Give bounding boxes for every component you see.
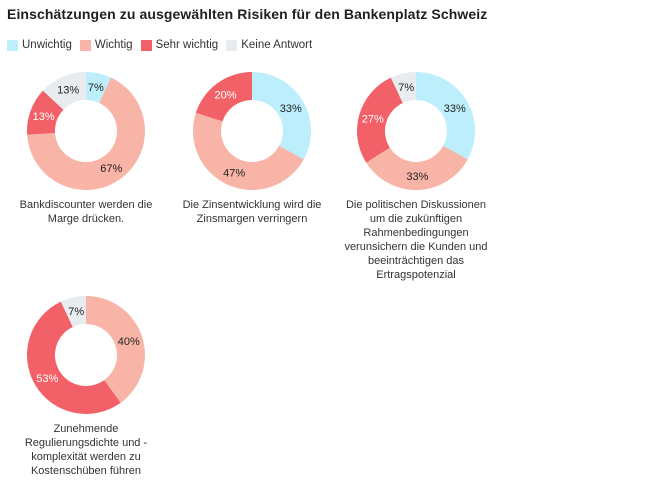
legend-swatch-keine-antwort [226,39,238,51]
legend-swatch-unwichtig [7,39,18,51]
slice-label-unwichtig: 33% [444,103,466,115]
slice-sehr-wichtig [195,72,252,122]
legend-item-keine-antwort: Keine Antwort [226,39,312,51]
chart-title: Einschätzungen zu ausgewählten Risiken f… [7,6,488,22]
slice-label-keine-antwort: 7% [68,306,84,318]
slice-label-wichtig: 33% [406,171,428,183]
slice-label-sehr-wichtig: 27% [362,113,384,125]
slice-label-sehr-wichtig: 13% [33,111,55,123]
slice-label-wichtig: 40% [118,336,140,348]
slice-sehr-wichtig [357,77,403,163]
slice-label-keine-antwort: 13% [57,85,79,97]
slice-unwichtig [252,72,311,160]
legend: Unwichtig Wichtig Sehr wichtig Keine Ant… [7,39,312,51]
slice-keine-antwort [60,296,86,327]
donut-chart-bankdiscounter: 7% 67% 13% 13% [27,72,145,190]
slice-label-unwichtig: 33% [280,103,302,115]
legend-item-wichtig: Wichtig [79,39,133,51]
legend-swatch-wichtig [79,39,91,51]
caption-bankdiscounter: Bankdiscounter werden die Marge drücken. [19,199,153,225]
legend-swatch-sehr-wichtig [140,39,152,51]
slice-unwichtig [86,72,112,103]
slice-label-sehr-wichtig: 20% [215,90,237,102]
legend-item-sehr-wichtig: Sehr wichtig [140,39,219,51]
legend-label-sehr-wichtig: Sehr wichtig [155,39,219,51]
slice-label-unwichtig: 7% [88,82,104,94]
legend-item-unwichtig: Unwichtig [7,39,72,51]
slice-unwichtig [416,72,475,160]
slice-keine-antwort [390,72,416,103]
slice-keine-antwort [42,72,86,110]
slice-sehr-wichtig [27,301,121,414]
slice-label-sehr-wichtig: 53% [36,373,58,385]
slice-label-wichtig: 67% [100,163,122,175]
slice-wichtig [27,77,145,190]
donut-chart-zinsentwicklung: 33% 47% 20% [193,72,311,191]
caption-politische-diskussionen: Die politischen Diskussionen um die zukü… [344,199,488,281]
slice-label-keine-antwort: 7% [398,82,414,94]
slice-wichtig [193,112,304,191]
slice-wichtig [86,296,145,403]
legend-label-wichtig: Wichtig [94,39,133,51]
slice-wichtig [366,145,468,190]
legend-label-keine-antwort: Keine Antwort [241,39,313,51]
caption-regulierungsdichte: Zunehmende Regulierungsdichte und -kompl… [24,423,148,477]
slice-label-wichtig: 47% [223,167,245,179]
caption-zinsentwicklung: Die Zinsentwicklung wird die Zinsmargen … [182,199,322,225]
slice-sehr-wichtig [27,90,64,135]
donut-chart-politische-diskussionen: 33% 33% 27% 7% [357,72,475,190]
donut-chart-regulierungsdichte: 40% 53% 7% [27,296,145,414]
legend-label-unwichtig: Unwichtig [22,39,72,51]
